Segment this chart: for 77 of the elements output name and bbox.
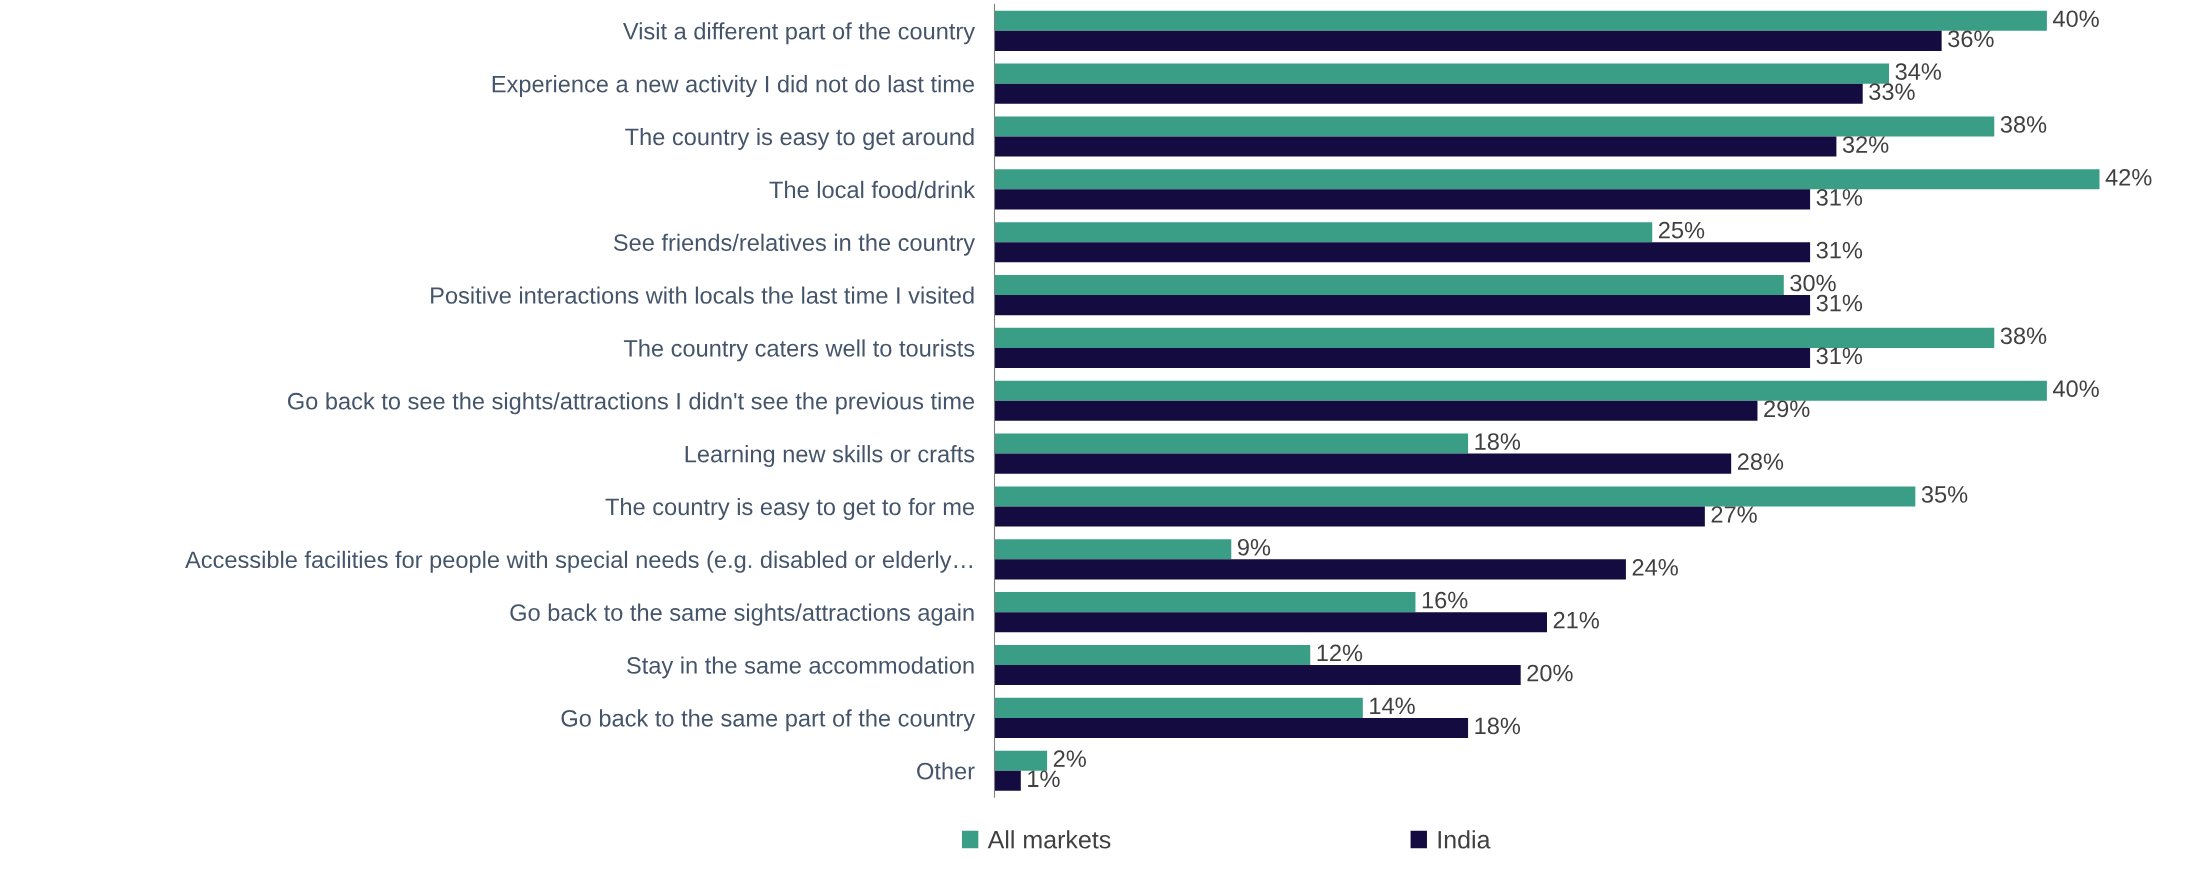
bar — [994, 559, 1626, 580]
data-label: 31% — [1816, 241, 1863, 259]
bar — [994, 222, 1653, 243]
data-label: 14% — [1370, 697, 1415, 715]
bar — [994, 697, 1363, 718]
bar — [994, 433, 1469, 454]
y-tick-label: The local food/drink — [769, 180, 976, 199]
legend-label: India — [1438, 830, 1491, 849]
y-tick-label: The country caters well to tourists — [623, 339, 975, 362]
data-label: 28% — [1737, 453, 1784, 470]
data-label: 40% — [2052, 380, 2099, 398]
data-label: 35% — [1921, 486, 1968, 503]
data-label: 27% — [1711, 506, 1757, 523]
data-label: 2% — [1053, 750, 1086, 767]
y-tick-label: Go back to see the sights/attractions I didn't see the previous time — [288, 392, 975, 415]
y-tick-label: Experience a new activity I did not do last time — [492, 75, 975, 98]
y-tick-label: Go back to the same part of the country — [561, 709, 976, 732]
data-label: 38% — [2000, 116, 2047, 133]
bar — [994, 539, 1232, 560]
data-label: 20% — [1527, 664, 1573, 682]
data-label: 38% — [2000, 327, 2047, 345]
y-tick-label: Accessible facilities for people with special needs (e.g. disabled or elderly… — [185, 550, 972, 573]
data-label: 36% — [1948, 30, 1994, 48]
bar — [994, 274, 1784, 296]
data-label: 1% — [1028, 770, 1060, 788]
y-tick-label: Go back to the same sights/attractions again — [510, 603, 974, 626]
bar — [994, 506, 1705, 527]
bar — [994, 486, 1916, 507]
bar — [994, 83, 1863, 104]
bar — [994, 169, 2100, 190]
bar — [994, 770, 1021, 791]
data-label: 32% — [1842, 136, 1889, 153]
data-label: 40% — [2052, 10, 2099, 28]
bar — [994, 63, 1890, 84]
bar — [994, 717, 1469, 738]
y-tick-label: Learning new skills or crafts — [685, 445, 975, 468]
bar — [994, 400, 1758, 421]
y-tick-label: The country is easy to get to for me — [605, 497, 975, 520]
data-label: 16% — [1422, 591, 1468, 609]
bar — [994, 189, 1811, 210]
legend-label: All markets — [987, 830, 1111, 849]
y-tick-label: Other — [917, 762, 975, 780]
data-label: 25% — [1658, 221, 1705, 239]
bar — [994, 136, 1837, 157]
bar — [994, 10, 2047, 31]
data-label: 21% — [1553, 611, 1599, 629]
data-label: 34% — [1895, 63, 1941, 80]
data-label: 29% — [1764, 400, 1810, 418]
y-tick-label: See friends/relatives in the country — [613, 233, 976, 256]
data-label: 24% — [1632, 558, 1678, 576]
data-label: 31% — [1816, 294, 1863, 312]
bar — [994, 347, 1811, 368]
y-tick-label: Stay in the same accommodation — [627, 656, 974, 679]
bar — [994, 644, 1311, 666]
y-tick-label: Visit a different part of the country — [622, 22, 976, 45]
data-label: 30% — [1790, 274, 1836, 292]
bar — [994, 665, 1521, 686]
data-label: 18% — [1475, 717, 1521, 735]
data-label: 31% — [1816, 347, 1863, 365]
data-label: 18% — [1475, 433, 1521, 450]
data-label: 9% — [1237, 538, 1271, 556]
data-label: 31% — [1816, 189, 1863, 206]
data-label: 33% — [1869, 83, 1915, 101]
data-label: 42% — [2105, 168, 2152, 186]
bar — [994, 380, 2047, 401]
bar — [994, 30, 1942, 51]
data-label: 12% — [1317, 644, 1363, 662]
y-tick-label: The country is easy to get around — [625, 127, 974, 150]
y-tick-label: Positive interactions with locals the last time I visited — [431, 286, 974, 304]
bar — [994, 453, 1732, 474]
bar — [994, 242, 1811, 263]
bar — [994, 295, 1811, 316]
bar — [994, 116, 1995, 137]
bar — [994, 612, 1547, 633]
bar — [994, 750, 1048, 771]
bar — [994, 327, 1995, 348]
bar — [994, 592, 1416, 613]
